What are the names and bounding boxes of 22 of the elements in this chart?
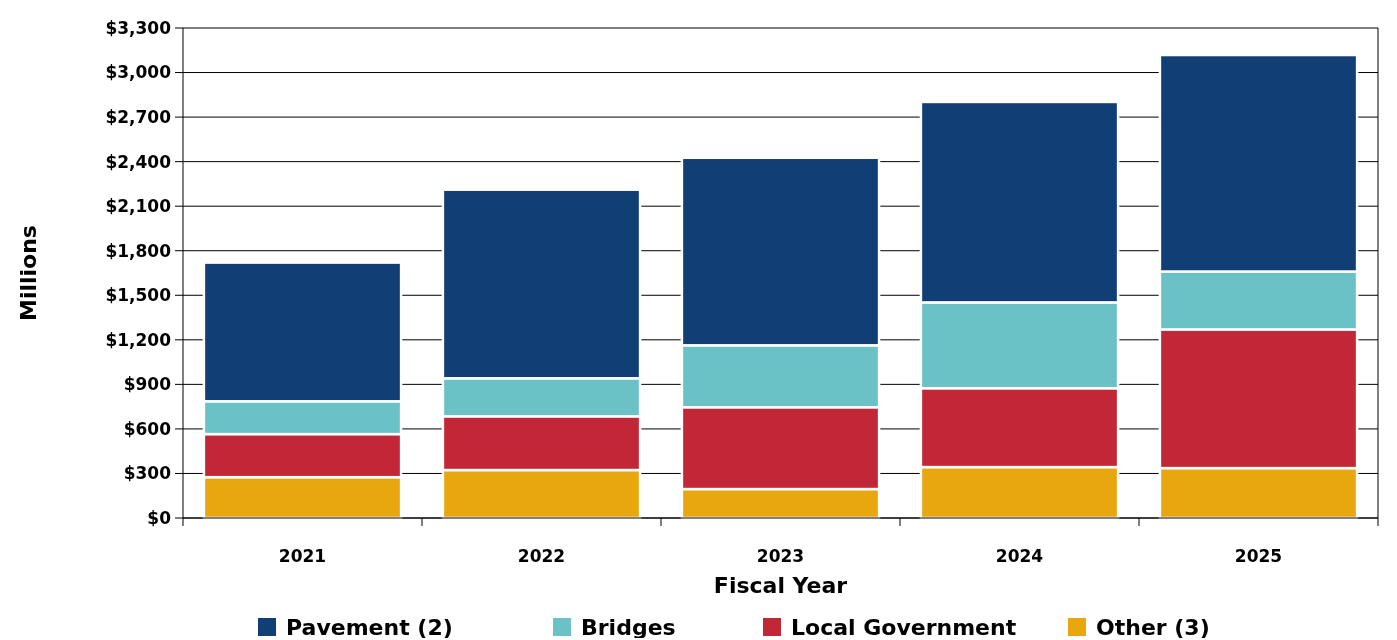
x-tick-label: 2022 — [517, 546, 566, 566]
y-tick-label: $3,000 — [105, 62, 172, 83]
y-tick-label: $600 — [123, 418, 172, 439]
x-tick-label: 2023 — [756, 546, 805, 566]
y-tick-label: $300 — [123, 463, 172, 484]
y-tick-label: $2,100 — [105, 196, 172, 217]
y-tick-label: $1,500 — [105, 285, 172, 306]
x-tick-label: 2024 — [995, 546, 1044, 566]
legend-label: Pavement (2) — [286, 614, 453, 640]
legend-label: Local Government — [791, 614, 1017, 640]
x-axis-title: Fiscal Year — [713, 573, 848, 598]
legend-label: Other (3) — [1096, 614, 1210, 640]
y-tick-label: $1,200 — [105, 329, 172, 350]
y-tick-label: $1,800 — [105, 240, 172, 261]
y-axis-title: Millions — [16, 225, 41, 321]
x-tick-label: 2025 — [1234, 546, 1283, 566]
y-tick-label: $3,300 — [105, 17, 172, 38]
y-tick-label: $0 — [147, 507, 172, 528]
y-tick-label: $2,400 — [105, 151, 172, 172]
y-tick-label: $2,700 — [105, 107, 172, 128]
x-tick-label: 2021 — [278, 546, 327, 566]
y-tick-label: $900 — [123, 374, 172, 395]
